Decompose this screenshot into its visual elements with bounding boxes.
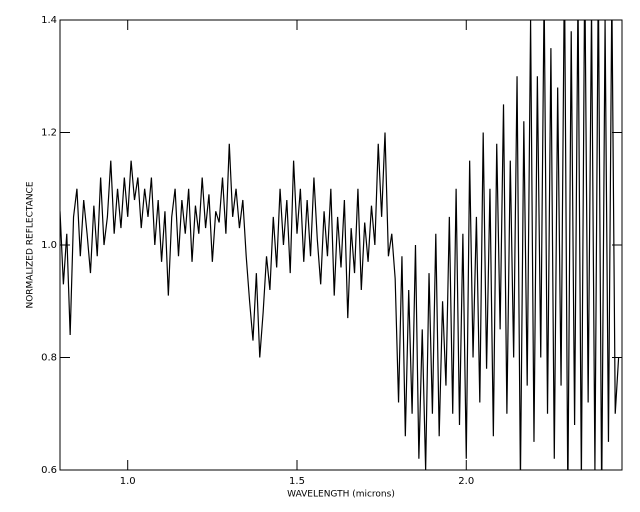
spectrum-line [60, 20, 620, 470]
y-tick-label: 1.4 [41, 15, 57, 26]
y-axis-label: NORMALIZED REFLECTANCE [26, 181, 36, 308]
y-tick-label: 0.6 [41, 465, 57, 476]
y-tick-label: 1.0 [41, 240, 57, 251]
x-tick-label: 1.5 [289, 476, 305, 487]
x-tick-label: 2.0 [458, 476, 474, 487]
x-tick-label: 1.0 [120, 476, 136, 487]
y-tick-label: 0.8 [41, 353, 57, 364]
x-axis-label: WAVELENGTH (microns) [287, 490, 395, 500]
y-tick-label: 1.2 [41, 128, 57, 139]
